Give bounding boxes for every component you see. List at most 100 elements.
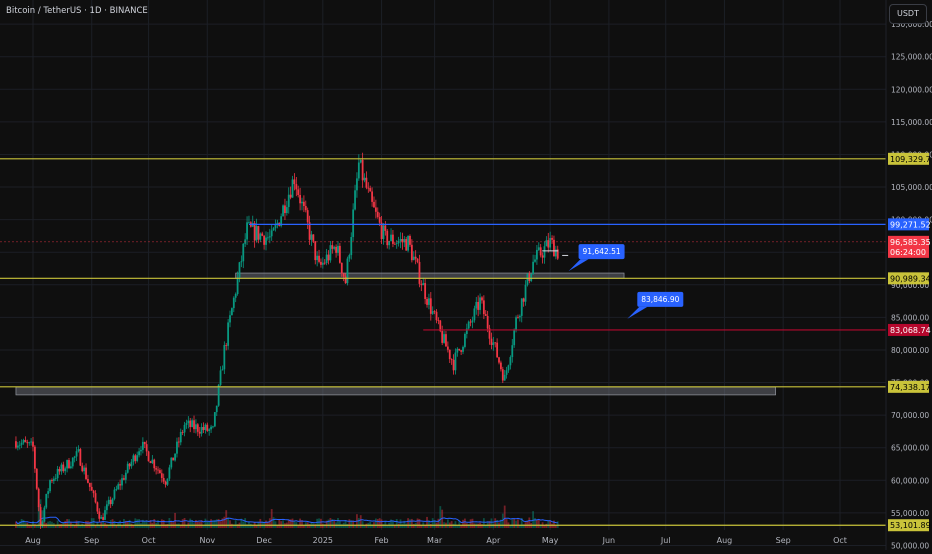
- candle-body: [318, 255, 320, 262]
- volume-bar: [418, 518, 421, 528]
- level-label: 53,101.89: [890, 521, 931, 530]
- candle-body: [200, 426, 203, 434]
- candle-body: [234, 294, 237, 298]
- candle-body: [284, 205, 286, 214]
- volume-bar: [66, 519, 68, 528]
- candle-body: [511, 345, 514, 358]
- volume-bar: [113, 520, 116, 528]
- candle-body: [469, 321, 472, 323]
- y-tick-label: 120,000.00: [891, 85, 932, 94]
- volume-bar: [132, 524, 135, 528]
- volume-bar: [138, 519, 140, 528]
- candle-body: [75, 451, 78, 457]
- volume-bar: [259, 518, 262, 528]
- callout-label: 91,642.51: [582, 247, 620, 256]
- volume-bar: [170, 520, 173, 528]
- volume-bar: [380, 519, 383, 528]
- candle-body: [56, 468, 59, 479]
- volume-bar: [32, 521, 34, 528]
- candle-body: [501, 369, 504, 381]
- volume-bar: [202, 525, 205, 528]
- candle-body: [500, 362, 502, 370]
- candle-body: [424, 283, 427, 299]
- volume-bar: [183, 517, 186, 528]
- candle-body: [282, 205, 284, 217]
- volume-bar: [160, 519, 163, 528]
- level-tag: [888, 218, 929, 231]
- candle-body: [181, 432, 184, 433]
- volume-bar: [515, 520, 517, 528]
- volume-bar: [441, 509, 444, 528]
- volume-bar: [157, 520, 159, 528]
- candle-body: [170, 457, 173, 468]
- y-tick-label: 55,000.00: [891, 509, 929, 518]
- last-price-tag: [888, 235, 929, 258]
- candle-body: [299, 195, 302, 204]
- candle-body: [369, 188, 372, 192]
- candle-body: [208, 429, 211, 431]
- price-axis: 130,000.00 125,000.00 120,000.00 115,000.00…: [885, 0, 932, 550]
- volume-bar: [549, 520, 552, 528]
- candle-body: [143, 441, 146, 445]
- candle-body: [437, 320, 440, 321]
- candle-body: [537, 247, 540, 250]
- x-tick-label: 2025: [313, 536, 333, 545]
- candle-body: [426, 298, 428, 305]
- candle-body: [509, 357, 512, 366]
- volume-bar: [386, 525, 389, 528]
- volume-bar: [244, 518, 247, 528]
- currency-button[interactable]: USDT: [889, 4, 927, 24]
- volume-bar: [90, 518, 93, 528]
- volume-bar: [134, 518, 137, 528]
- candle-body: [312, 234, 315, 242]
- candle-body: [363, 177, 366, 181]
- callout-box: [637, 291, 684, 307]
- volume-bar: [221, 518, 224, 528]
- candle-body: [83, 467, 86, 472]
- candle-body: [168, 467, 171, 479]
- x-tick-label: Sep: [776, 536, 791, 545]
- candle-body: [100, 517, 103, 519]
- zone-box: [15, 386, 776, 396]
- candle-body: [433, 311, 436, 312]
- zone-box: [235, 272, 625, 279]
- candle-body: [153, 459, 156, 469]
- candle-body: [554, 249, 557, 257]
- candle-body: [464, 333, 466, 347]
- volume-bar: [115, 524, 118, 528]
- candle-body: [68, 460, 70, 469]
- volume-bar: [325, 520, 328, 528]
- candle-body: [66, 460, 68, 469]
- volume-bar: [107, 525, 110, 528]
- candle-body: [119, 484, 122, 486]
- volume-bar: [316, 518, 319, 528]
- candle-body: [323, 262, 326, 264]
- candle-body: [399, 239, 402, 241]
- callout-label: 83,846.90: [641, 295, 679, 304]
- volume-bar: [464, 518, 466, 528]
- candle-body: [428, 298, 430, 305]
- volume-bar: [227, 517, 230, 528]
- volume-bar: [195, 520, 197, 528]
- y-tick-label: 85,000.00: [891, 313, 929, 322]
- candle-body: [443, 334, 445, 343]
- candle-body: [522, 298, 525, 302]
- candle-body: [458, 348, 461, 351]
- candle-body: [136, 455, 139, 461]
- candle-body: [227, 322, 230, 346]
- candle-body: [297, 189, 300, 196]
- volume-bar: [223, 516, 226, 528]
- candle-body: [490, 338, 493, 345]
- level-label: 99,271.52: [890, 220, 931, 229]
- candle-body: [248, 222, 250, 224]
- volume-bar: [119, 520, 122, 528]
- candle-body: [477, 301, 480, 310]
- volume-bar: [496, 520, 499, 528]
- level-label: 90,989.34: [890, 274, 931, 283]
- volume-bar: [484, 524, 487, 528]
- candle-body: [403, 239, 406, 243]
- x-tick-label: Feb: [374, 536, 388, 545]
- volume-bar: [403, 520, 406, 528]
